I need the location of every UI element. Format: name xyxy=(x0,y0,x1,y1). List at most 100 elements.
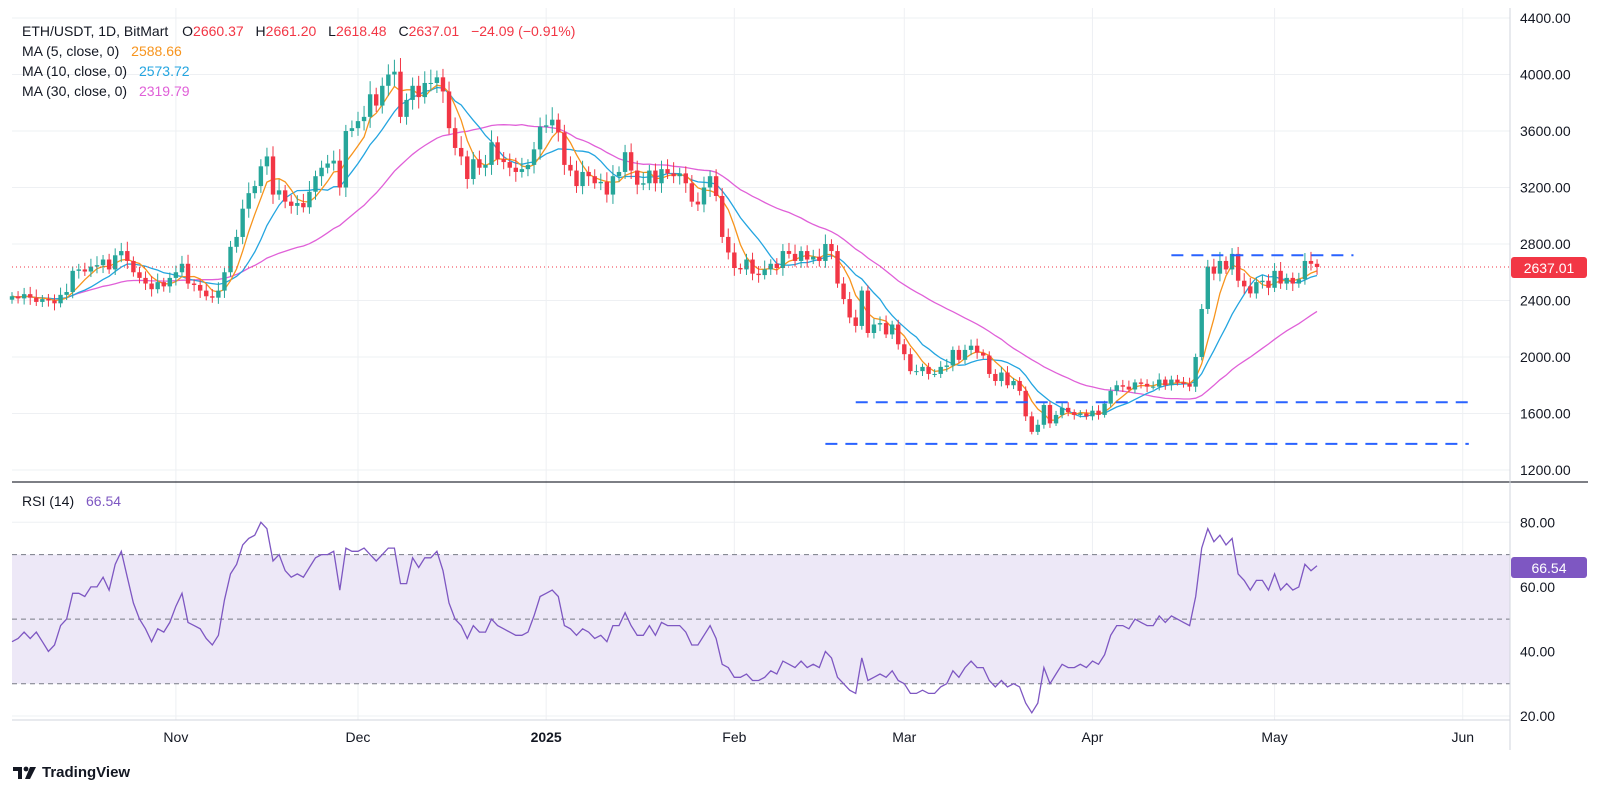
candle-up xyxy=(914,364,919,376)
tradingview-logo-text: TradingView xyxy=(42,764,131,781)
svg-text:ETH/USDT, 1D, BitMart: ETH/USDT, 1D, BitMart O2660.37 H2661.20 … xyxy=(22,23,575,39)
candle-up xyxy=(155,273,160,294)
time-tick-label: Nov xyxy=(163,729,188,745)
candle-up xyxy=(1296,272,1302,288)
candle-body xyxy=(774,263,780,269)
candle-body xyxy=(981,352,986,356)
candle-body xyxy=(1090,410,1095,417)
rsi-axis[interactable]: 80.00 60.00 40.00 20.00 xyxy=(1520,514,1555,724)
candle-up xyxy=(349,120,355,138)
candle-down xyxy=(774,258,780,275)
candle-down xyxy=(446,81,452,135)
candle-body xyxy=(665,169,670,174)
candle-body xyxy=(40,299,45,302)
candle-up xyxy=(647,164,652,191)
rsi-line xyxy=(11,521,1318,715)
candle-body xyxy=(1144,383,1150,387)
candle-up xyxy=(1217,251,1223,282)
candle-body xyxy=(950,349,956,366)
candle-down xyxy=(416,75,421,109)
candle-body xyxy=(204,290,209,297)
candle-body xyxy=(1248,286,1253,294)
ma30-line xyxy=(11,123,1318,400)
candle-body xyxy=(1102,403,1107,415)
candle-down xyxy=(665,159,670,179)
candle-down xyxy=(732,243,737,276)
candle-down xyxy=(1084,409,1089,420)
candle-down xyxy=(1126,380,1132,393)
candle-body xyxy=(289,201,294,206)
candle-body xyxy=(246,193,251,209)
candle-body xyxy=(1138,382,1144,384)
candle-up xyxy=(76,263,81,279)
candle-down xyxy=(1017,377,1022,396)
tradingview-branding[interactable]: TradingView xyxy=(12,764,130,781)
candle-up xyxy=(483,154,488,177)
candle-body xyxy=(562,132,567,165)
candle-body xyxy=(1126,386,1132,390)
candle-up xyxy=(21,287,27,305)
candle-body xyxy=(762,269,767,276)
candle-body xyxy=(392,71,397,75)
candle-down xyxy=(1248,277,1253,298)
candle-body xyxy=(82,269,88,272)
candle-down xyxy=(908,348,913,375)
candle-down xyxy=(46,293,51,307)
candle-up xyxy=(173,265,179,286)
candle-body xyxy=(276,190,282,195)
candle-body xyxy=(1296,279,1302,284)
candle-up xyxy=(1078,410,1083,418)
candle-up xyxy=(355,111,361,136)
rsi-legend[interactable]: RSI (14) 66.54 xyxy=(22,493,121,509)
candle-body xyxy=(179,263,185,273)
candle-body xyxy=(841,283,846,300)
candle-body xyxy=(76,269,81,271)
candle-body xyxy=(999,372,1004,382)
candle-up xyxy=(1157,373,1162,391)
candle-up xyxy=(216,282,221,304)
candle-body xyxy=(1217,260,1223,274)
candle-up xyxy=(798,246,804,268)
candle-up xyxy=(1260,275,1265,289)
time-axis[interactable]: Nov Dec 2025 Feb Mar Apr May Jun xyxy=(163,729,1474,745)
price-tick-label: 4400.00 xyxy=(1520,10,1571,26)
ma5-value: 2588.66 xyxy=(131,43,182,59)
candle-body xyxy=(653,170,658,184)
candle-body xyxy=(1223,260,1229,270)
candle-body xyxy=(349,128,355,131)
support-resistance-lines xyxy=(825,254,1475,445)
main-legend[interactable]: ETH/USDT, 1D, BitMart O2660.37 H2661.20 … xyxy=(22,23,575,99)
candle-up xyxy=(762,260,767,280)
time-tick-label: Apr xyxy=(1082,729,1104,745)
candle-up xyxy=(319,160,324,186)
candle-body xyxy=(489,142,494,165)
candle-body xyxy=(537,126,543,150)
candle-body xyxy=(173,272,179,278)
candle-body xyxy=(100,259,106,266)
candle-down xyxy=(204,284,209,301)
candle-up xyxy=(119,242,124,263)
candle-body xyxy=(1065,407,1071,413)
candle-up xyxy=(1150,381,1156,390)
time-tick-label: May xyxy=(1261,729,1287,745)
candle-down xyxy=(1314,259,1320,275)
candle-body xyxy=(343,131,349,188)
ma30-value: 2319.79 xyxy=(139,83,190,99)
candle-down xyxy=(841,277,846,305)
candle-down xyxy=(495,136,500,166)
candle-down xyxy=(956,345,962,364)
time-tick-label: Jun xyxy=(1451,729,1474,745)
candle-down xyxy=(713,169,719,202)
candle-body xyxy=(616,171,622,177)
candle-body xyxy=(185,263,191,284)
close-value: 2637.01 xyxy=(409,23,460,39)
price-axis[interactable]: 4400.00 4000.00 3600.00 3200.00 2800.00 2400.… xyxy=(1520,10,1571,478)
candle-down xyxy=(974,338,980,359)
candle-body xyxy=(258,166,264,187)
candle-body xyxy=(1284,277,1289,284)
chart-canvas[interactable]: 4400.00 4000.00 3600.00 3200.00 2800.00 2400.… xyxy=(0,0,1600,760)
candle-body xyxy=(416,85,421,98)
candle-up xyxy=(367,81,373,128)
candle-body xyxy=(64,292,69,295)
candle-body xyxy=(1205,266,1210,309)
